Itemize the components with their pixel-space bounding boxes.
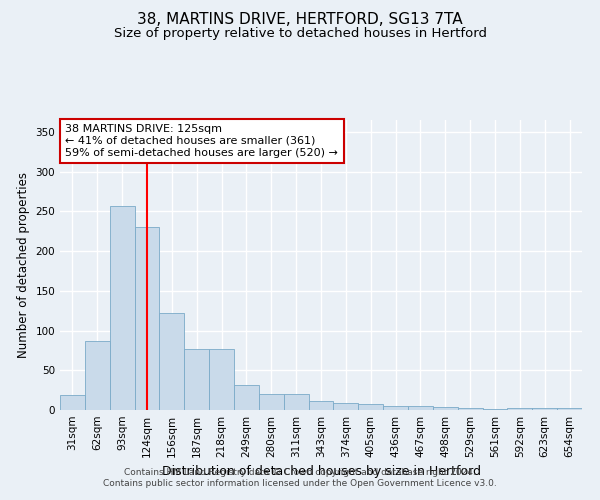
Bar	[408, 406, 433, 410]
Bar	[110, 206, 134, 410]
Bar	[433, 407, 458, 410]
Bar	[508, 408, 532, 410]
Bar	[482, 409, 508, 410]
Bar	[184, 349, 209, 410]
Bar	[557, 408, 582, 410]
Text: Size of property relative to detached houses in Hertford: Size of property relative to detached ho…	[113, 28, 487, 40]
Bar	[160, 313, 184, 410]
Y-axis label: Number of detached properties: Number of detached properties	[17, 172, 30, 358]
Bar	[358, 404, 383, 410]
Bar	[334, 403, 358, 410]
Bar	[134, 228, 160, 410]
X-axis label: Distribution of detached houses by size in Hertford: Distribution of detached houses by size …	[161, 466, 481, 478]
Bar	[60, 395, 85, 410]
Bar	[458, 408, 482, 410]
Bar	[259, 394, 284, 410]
Text: Contains HM Land Registry data © Crown copyright and database right 2024.
Contai: Contains HM Land Registry data © Crown c…	[103, 468, 497, 487]
Bar	[284, 394, 308, 410]
Text: 38, MARTINS DRIVE, HERTFORD, SG13 7TA: 38, MARTINS DRIVE, HERTFORD, SG13 7TA	[137, 12, 463, 28]
Bar	[209, 349, 234, 410]
Bar	[383, 406, 408, 410]
Bar	[308, 402, 334, 410]
Bar	[85, 341, 110, 410]
Text: 38 MARTINS DRIVE: 125sqm
← 41% of detached houses are smaller (361)
59% of semi-: 38 MARTINS DRIVE: 125sqm ← 41% of detach…	[65, 124, 338, 158]
Bar	[234, 384, 259, 410]
Bar	[532, 408, 557, 410]
